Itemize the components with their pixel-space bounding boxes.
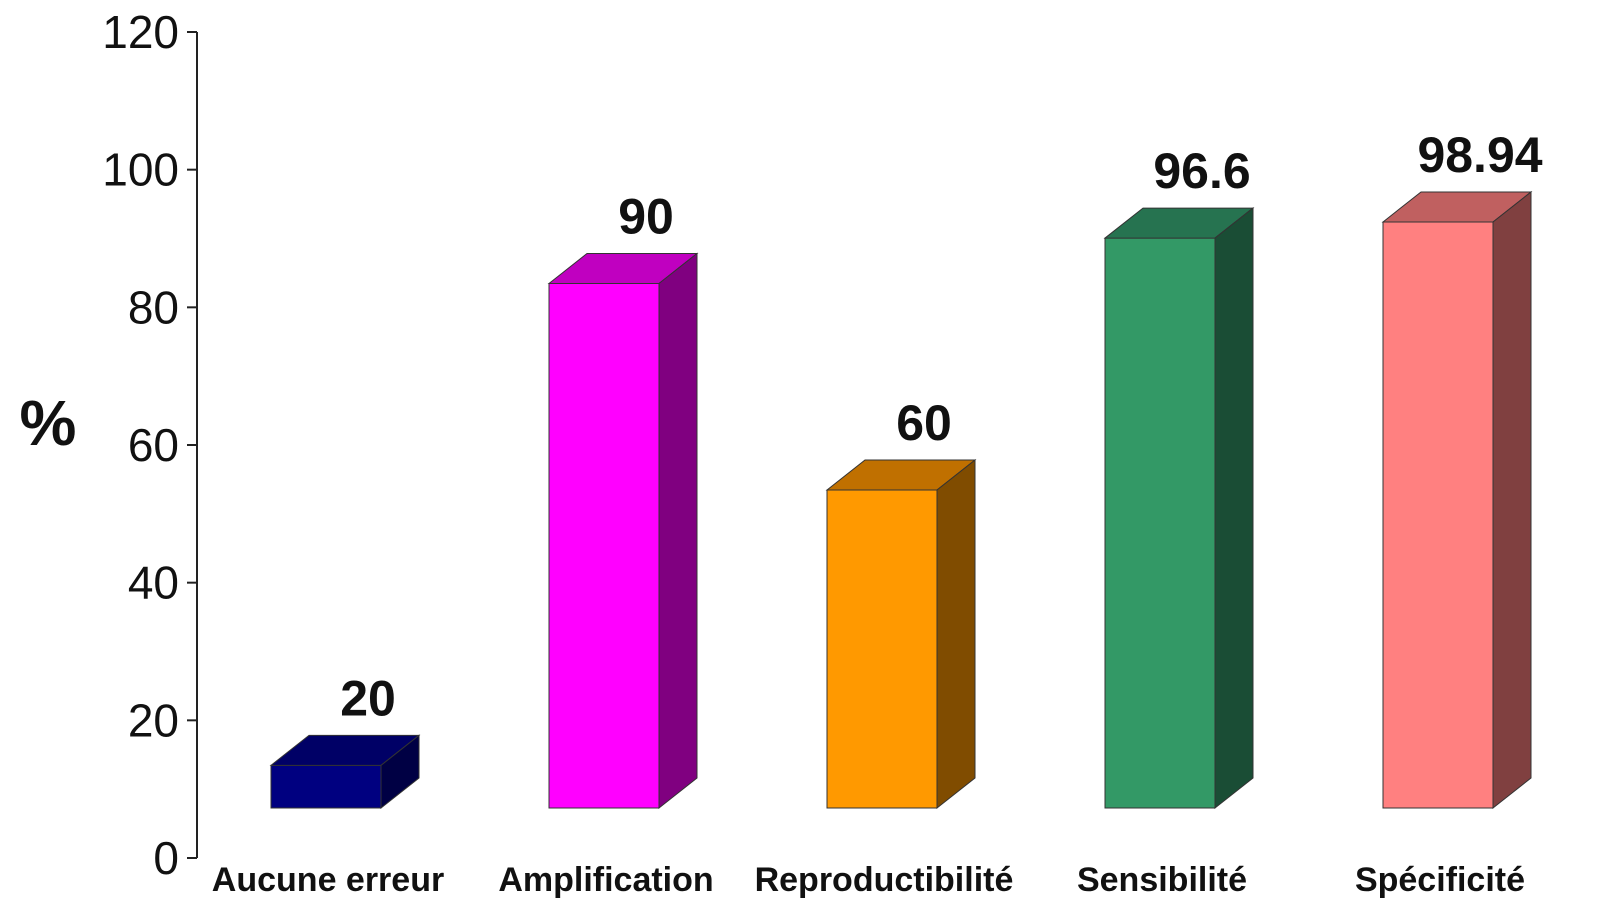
y-tick-label: 20 [128,694,179,746]
x-category-label: Sensibilité [1077,861,1247,899]
bar-side [658,252,698,810]
y-tick-label: 120 [102,6,179,58]
bar-value-label: 90 [618,189,674,245]
bar-front [1382,221,1494,809]
category-labels: Aucune erreur Amplification Reproductibili… [212,861,1525,899]
bar-side [936,458,976,810]
bars: 20 90 60 96.6 98.94 [269,127,1543,810]
bar-side [1214,207,1254,810]
bar-side [1492,190,1532,810]
bar-front [270,764,382,809]
bar-front [1104,237,1216,809]
y-tick-label: 60 [128,419,179,471]
bar-value-label: 60 [896,395,952,451]
x-category-label: Aucune erreur [212,861,444,899]
x-category-label: Amplification [498,861,713,899]
bar-value-label: 20 [340,670,396,726]
y-tick-label: 80 [128,281,179,333]
y-axis-title: % [20,387,77,459]
y-tick-label: 40 [128,557,179,609]
bar-front [548,283,660,809]
bar-front [826,489,938,809]
bar-value-label: 96.6 [1153,143,1250,199]
x-category-label: Reproductibilité [755,861,1014,899]
y-tick-label: 0 [153,832,179,884]
bar-value-label: 98.94 [1417,127,1542,183]
y-axis-ticks: 0 20 40 60 80 100 120 [102,6,197,884]
x-category-label: Spécificité [1355,861,1525,899]
y-tick-label: 100 [102,144,179,196]
bar-side [380,734,420,810]
